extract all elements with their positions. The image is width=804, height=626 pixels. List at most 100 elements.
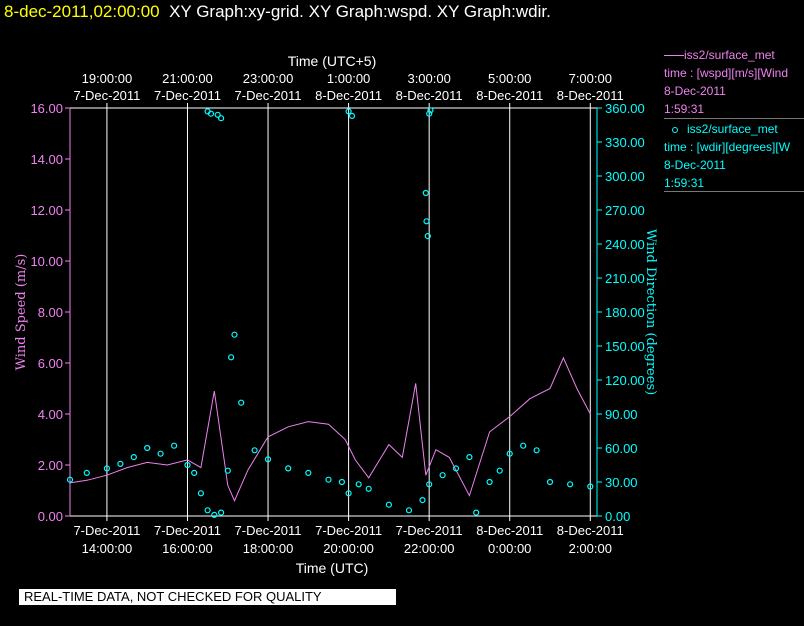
wind-direction-point bbox=[117, 460, 124, 467]
right-tick-label: 0.00 bbox=[605, 509, 630, 524]
wind-direction-point bbox=[348, 112, 356, 120]
top-axis: 19:00:00 7-Dec-2011 21:00:00 7-Dec-2011 23:0… bbox=[73, 71, 624, 108]
wind-direction-point bbox=[385, 501, 392, 508]
top-tick-label: 23:00:00 bbox=[243, 71, 294, 86]
legend-wdir: iss2/surface_met time : [wdir][degrees][… bbox=[664, 120, 804, 192]
wind-direction-point bbox=[338, 478, 345, 486]
plot-border bbox=[69, 107, 598, 517]
wind-direction-point bbox=[204, 507, 211, 514]
legend-wspd-time: 1:59:31 bbox=[664, 102, 705, 116]
right-tick-label: 90.00 bbox=[605, 407, 638, 422]
wind-direction-point bbox=[345, 108, 352, 115]
right-tick-label: 360.00 bbox=[605, 101, 645, 116]
right-axis-label: Wind Direction (degrees) bbox=[643, 229, 658, 395]
legend-wspd-date: 8-Dec-2011 bbox=[664, 84, 726, 98]
top-tick-date: 7-Dec-2011 bbox=[154, 88, 221, 103]
left-axis-label: Wind Speed (m/s) bbox=[14, 254, 29, 371]
wind-direction-point bbox=[405, 507, 413, 514]
wind-direction-point bbox=[423, 218, 430, 225]
legend-wdir-desc: time : [wdir][degrees][W bbox=[664, 140, 791, 154]
left-tick-label: 4.00 bbox=[38, 407, 63, 422]
legend-wspd-desc: time : [wspd][m/s][Wind bbox=[664, 66, 789, 80]
left-tick-label: 8.00 bbox=[38, 305, 63, 320]
wind-direction-point bbox=[426, 481, 433, 488]
right-tick-label: 240.00 bbox=[605, 237, 645, 252]
top-tick-label: 5:00:00 bbox=[488, 71, 531, 86]
top-tick-date: 8-Dec-2011 bbox=[476, 88, 543, 103]
right-tick-label: 30.00 bbox=[605, 475, 638, 490]
bottom-tick-date: 7-Dec-2011 bbox=[154, 523, 221, 538]
wind-direction-point bbox=[427, 107, 434, 114]
bottom-tick-date: 8-Dec-2011 bbox=[476, 523, 543, 538]
wind-direction-point bbox=[365, 485, 372, 492]
wind-direction-point bbox=[473, 509, 480, 516]
wind-direction-point bbox=[325, 476, 332, 483]
wind-direction-point bbox=[452, 465, 460, 472]
bottom-axis: 7-Dec-2011 14:00:00 7-Dec-2011 16:00:00 7-De… bbox=[73, 516, 624, 556]
wind-direction-point bbox=[191, 469, 198, 476]
legend-wdir-date: 8-Dec-2011 bbox=[664, 158, 726, 172]
wind-direction-point bbox=[171, 442, 178, 449]
wind-direction-point bbox=[424, 233, 431, 240]
header-title: 8-dec-2011,02:00:00 XY Graph:xy-grid. XY… bbox=[4, 2, 551, 22]
legend-divider-1 bbox=[664, 118, 804, 119]
top-tick-date: 7-Dec-2011 bbox=[235, 88, 302, 103]
left-tick-label: 6.00 bbox=[38, 356, 63, 371]
left-axis: 0.00 2.00 4.00 6.00 8.00 10.00 12.00 14.00 16.00 bbox=[30, 101, 71, 524]
bottom-tick-label: 18:00:00 bbox=[243, 541, 294, 556]
wind-direction-point bbox=[228, 354, 235, 361]
bottom-tick-date: 7-Dec-2011 bbox=[73, 523, 140, 538]
legend-wspd-line-icon bbox=[664, 55, 684, 57]
wind-direction-point bbox=[218, 509, 225, 516]
wind-direction-point bbox=[264, 456, 272, 463]
header-timestamp: 8-dec-2011,02:00:00 bbox=[4, 2, 160, 21]
legend-wdir-title: iss2/surface_met bbox=[664, 120, 804, 138]
left-tick-label: 0.00 bbox=[38, 509, 63, 524]
bottom-tick-date: 8-Dec-2011 bbox=[557, 523, 624, 538]
right-tick-label: 330.00 bbox=[605, 135, 645, 150]
top-tick-date: 7-Dec-2011 bbox=[73, 88, 140, 103]
wind-direction-point bbox=[214, 111, 221, 118]
grid-lines bbox=[106, 108, 591, 516]
wind-direction-point bbox=[496, 467, 503, 474]
top-axis-label: Time (UTC+5) bbox=[288, 53, 377, 69]
legend-wdir-time: 1:59:31 bbox=[664, 176, 705, 190]
wind-direction-point bbox=[144, 444, 151, 452]
bottom-tick-label: 0:00:00 bbox=[488, 541, 531, 556]
left-tick-label: 12.00 bbox=[30, 203, 63, 218]
wind-direction-point bbox=[422, 189, 429, 197]
wind-direction-point bbox=[130, 454, 137, 461]
right-tick-label: 150.00 bbox=[605, 339, 645, 354]
bottom-tick-label: 20:00:00 bbox=[323, 541, 374, 556]
right-tick-label: 300.00 bbox=[605, 169, 645, 184]
wind-direction-point bbox=[305, 469, 312, 476]
bottom-axis-label: Time (UTC) bbox=[296, 560, 369, 576]
top-tick-date: 8-Dec-2011 bbox=[315, 88, 382, 103]
wind-direction-point bbox=[466, 454, 473, 461]
top-tick-date: 8-Dec-2011 bbox=[557, 88, 624, 103]
wind-direction-point bbox=[231, 331, 238, 338]
bottom-tick-label: 14:00:00 bbox=[82, 541, 133, 556]
wind-direction-point bbox=[546, 478, 554, 486]
top-tick-label: 1:00:00 bbox=[327, 71, 370, 86]
legend-wspd: iss2/surface_met time : [wspd][m/s][Wind… bbox=[664, 46, 804, 118]
right-tick-label: 270.00 bbox=[605, 203, 645, 218]
wind-direction-point bbox=[426, 110, 433, 117]
wind-direction-point bbox=[218, 115, 225, 122]
wind-direction-point bbox=[439, 472, 446, 479]
wind-direction-point bbox=[566, 481, 574, 488]
wind-direction-point bbox=[533, 447, 540, 454]
wind-direction-point bbox=[506, 450, 513, 457]
left-tick-label: 2.00 bbox=[38, 458, 63, 473]
bottom-tick-label: 22:00:00 bbox=[404, 541, 455, 556]
wind-direction-point bbox=[103, 465, 111, 472]
bottom-tick-date: 7-Dec-2011 bbox=[396, 523, 463, 538]
wind-direction-point bbox=[251, 447, 258, 454]
right-tick-label: 180.00 bbox=[605, 305, 645, 320]
top-tick-label: 19:00:00 bbox=[82, 71, 133, 86]
wind-direction-point bbox=[83, 469, 90, 476]
legend-divider-2 bbox=[664, 191, 804, 192]
wind-direction-point bbox=[355, 481, 362, 488]
top-tick-label: 7:00:00 bbox=[569, 71, 612, 86]
top-tick-date: 8-Dec-2011 bbox=[396, 88, 463, 103]
